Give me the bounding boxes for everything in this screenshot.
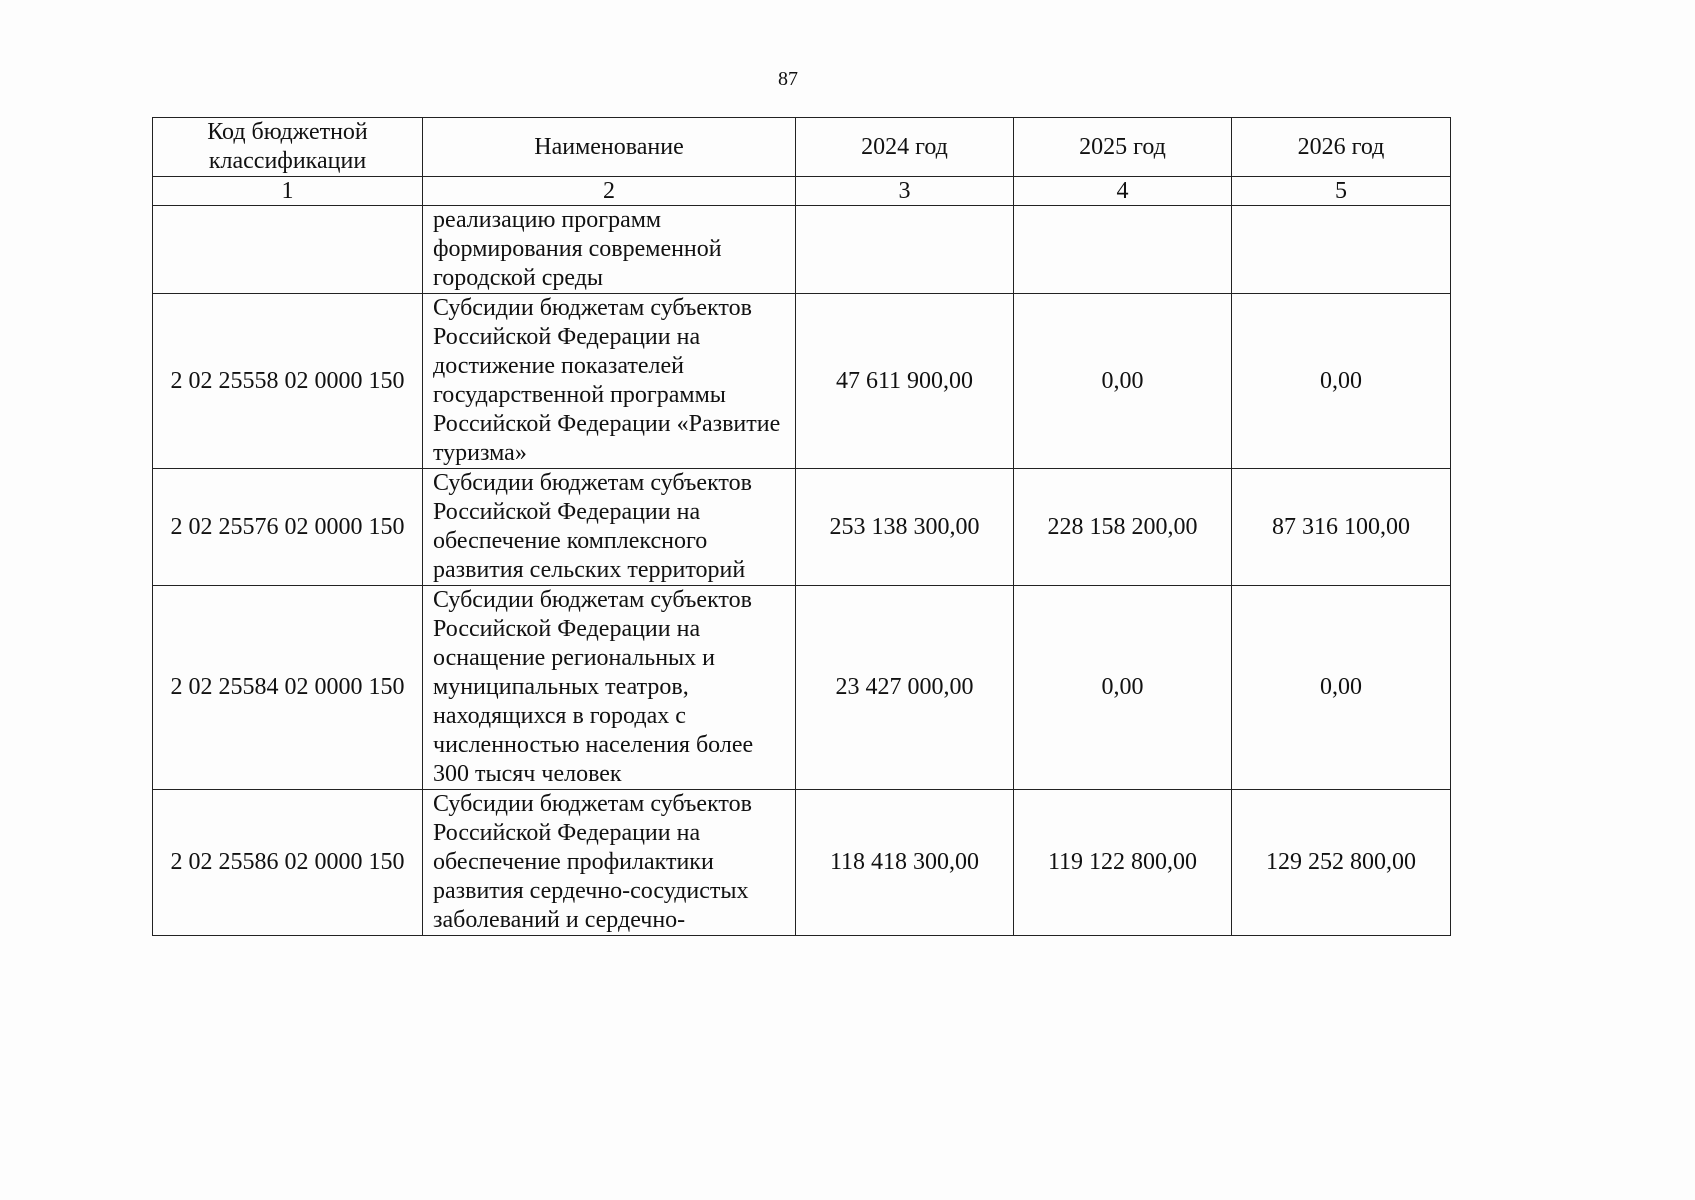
table-row: реализацию программ формирования совреме… bbox=[152, 205, 1451, 294]
table-row: 2 02 25584 02 0000 150 Субсидии бюджетам… bbox=[152, 585, 1451, 790]
budget-table: Код бюджетной классификации Наименование… bbox=[152, 117, 1451, 936]
code-cell: 2 02 25558 02 0000 150 bbox=[152, 293, 423, 469]
name-cell: Субсидии бюджетам субъектов Российской Ф… bbox=[422, 468, 796, 586]
value-2025: 0,00 bbox=[1013, 293, 1232, 469]
table-row: 2 02 25576 02 0000 150 Субсидии бюджетам… bbox=[152, 468, 1451, 586]
value-2024: 47 611 900,00 bbox=[795, 293, 1014, 469]
name-cell: Субсидии бюджетам субъектов Российской Ф… bbox=[422, 789, 796, 936]
header-2026: 2026 год bbox=[1231, 117, 1451, 177]
value-2025 bbox=[1013, 205, 1232, 294]
table-row: 2 02 25558 02 0000 150 Субсидии бюджетам… bbox=[152, 293, 1451, 469]
name-cell: реализацию программ формирования совреме… bbox=[422, 205, 796, 294]
column-number: 4 bbox=[1013, 176, 1232, 206]
code-cell: 2 02 25584 02 0000 150 bbox=[152, 585, 423, 790]
value-2024 bbox=[795, 205, 1014, 294]
value-2026: 87 316 100,00 bbox=[1231, 468, 1451, 586]
column-number-row: 1 2 3 4 5 bbox=[152, 176, 1451, 206]
value-2024: 118 418 300,00 bbox=[795, 789, 1014, 936]
name-cell: Субсидии бюджетам субъектов Российской Ф… bbox=[422, 585, 796, 790]
header-name: Наименование bbox=[422, 117, 796, 177]
value-2026: 129 252 800,00 bbox=[1231, 789, 1451, 936]
column-number: 5 bbox=[1231, 176, 1451, 206]
code-cell: 2 02 25576 02 0000 150 bbox=[152, 468, 423, 586]
page-number: 87 bbox=[778, 68, 798, 90]
value-2025: 119 122 800,00 bbox=[1013, 789, 1232, 936]
name-cell: Субсидии бюджетам субъектов Российской Ф… bbox=[422, 293, 796, 469]
column-number: 1 bbox=[152, 176, 423, 206]
header-row: Код бюджетной классификации Наименование… bbox=[152, 117, 1451, 177]
column-number: 2 bbox=[422, 176, 796, 206]
code-cell: 2 02 25586 02 0000 150 bbox=[152, 789, 423, 936]
value-2026 bbox=[1231, 205, 1451, 294]
value-2025: 228 158 200,00 bbox=[1013, 468, 1232, 586]
value-2026: 0,00 bbox=[1231, 585, 1451, 790]
header-2025: 2025 год bbox=[1013, 117, 1232, 177]
value-2026: 0,00 bbox=[1231, 293, 1451, 469]
value-2025: 0,00 bbox=[1013, 585, 1232, 790]
value-2024: 23 427 000,00 bbox=[795, 585, 1014, 790]
header-2024: 2024 год bbox=[795, 117, 1014, 177]
header-code: Код бюджетной классификации bbox=[152, 117, 423, 177]
code-cell bbox=[152, 205, 423, 294]
table-row: 2 02 25586 02 0000 150 Субсидии бюджетам… bbox=[152, 789, 1451, 936]
column-number: 3 bbox=[795, 176, 1014, 206]
value-2024: 253 138 300,00 bbox=[795, 468, 1014, 586]
